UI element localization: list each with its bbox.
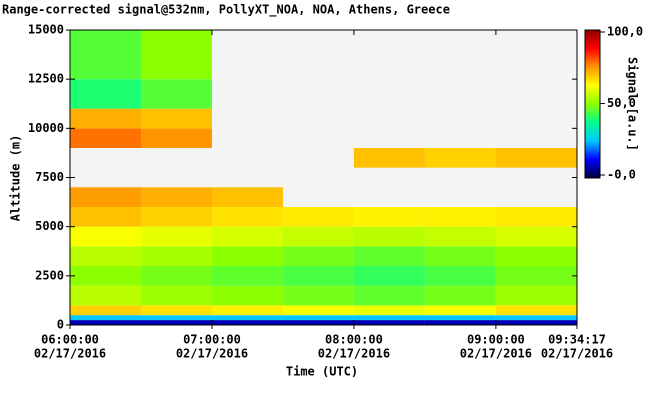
heatmap-cell [424, 315, 496, 321]
colorbar-tick-label: 50,0 [607, 96, 636, 110]
heatmap-cell [353, 320, 425, 325]
heatmap-cell [282, 320, 354, 325]
colorbar-label: Signal [a.u.] [626, 57, 640, 151]
heatmap-cell [140, 305, 212, 316]
heatmap-cell [140, 320, 212, 325]
heatmap-cell [70, 187, 141, 207]
heatmap-cell [70, 79, 141, 109]
heatmap [70, 30, 577, 325]
heatmap-cell [70, 108, 141, 129]
heatmap-cell [70, 266, 141, 286]
heatmap-cell [424, 226, 496, 247]
heatmap-cell [495, 246, 577, 266]
y-tick-label: 5000 [35, 219, 64, 233]
heatmap-cell [353, 285, 425, 306]
colorbar-tick-label: -0,0 [607, 168, 636, 182]
heatmap-cell [424, 320, 496, 325]
x-tick-label: 09:00:00 [467, 333, 525, 347]
x-tick-label: 06:00:00 [41, 333, 99, 347]
heatmap-cell [211, 285, 283, 306]
y-tick-label: 0 [57, 318, 64, 332]
heatmap-cell [495, 315, 577, 321]
chart-title: Range-corrected signal@532nm, PollyXT_NO… [2, 3, 450, 18]
heatmap-cell [211, 266, 283, 286]
heatmap-cell [353, 305, 425, 316]
heatmap-cell [282, 226, 354, 247]
heatmap-cell [495, 207, 577, 227]
heatmap-cell [211, 246, 283, 266]
heatmap-cell [70, 128, 141, 148]
heatmap-cell [70, 226, 141, 247]
x-tick-label: 07:00:00 [183, 333, 241, 347]
heatmap-cell [353, 207, 425, 227]
heatmap-cell [495, 266, 577, 286]
heatmap-cell [282, 305, 354, 316]
y-axis-label: Altitude (m) [9, 135, 23, 222]
heatmap-cell [140, 187, 212, 207]
x-tick-date: 02/17/2016 [176, 347, 248, 361]
heatmap-cell [70, 207, 141, 227]
heatmap-cell [424, 285, 496, 306]
heatmap-cell [140, 30, 212, 80]
heatmap-cell [140, 79, 212, 109]
x-axis-label: Time (UTC) [286, 365, 358, 379]
heatmap-cell [424, 207, 496, 227]
heatmap-cell [353, 266, 425, 286]
heatmap-cell [70, 285, 141, 306]
y-tick-label: 10000 [28, 121, 64, 135]
x-tick-date: 02/17/2016 [541, 347, 613, 361]
heatmap-cell [282, 285, 354, 306]
heatmap-cell [70, 246, 141, 266]
heatmap-cell [70, 30, 141, 80]
y-tick-label: 12500 [28, 72, 64, 86]
x-tick-date: 02/17/2016 [318, 347, 390, 361]
heatmap-cell [495, 305, 577, 316]
y-tick-label: 2500 [35, 268, 64, 282]
heatmap-cell [495, 148, 577, 168]
heatmap-cell [140, 266, 212, 286]
heatmap-cell [211, 315, 283, 321]
x-tick-label: 08:00:00 [325, 333, 383, 347]
heatmap-cell [424, 246, 496, 266]
heatmap-cell [495, 285, 577, 306]
heatmap-cell [211, 226, 283, 247]
heatmap-cell [495, 226, 577, 247]
heatmap-cell [282, 207, 354, 227]
x-tick-date: 02/17/2016 [34, 347, 106, 361]
heatmap-cell [495, 320, 577, 325]
heatmap-cell [353, 246, 425, 266]
heatmap-cell [424, 266, 496, 286]
heatmap-cell [140, 108, 212, 129]
x-tick-date: 02/17/2016 [460, 347, 532, 361]
heatmap-cell [211, 187, 283, 207]
y-tick-label: 15000 [28, 23, 64, 37]
heatmap-cell [140, 207, 212, 227]
heatmap-cell [424, 305, 496, 316]
heatmap-cell [211, 207, 283, 227]
heatmap-cell [353, 315, 425, 321]
heatmap-cell [140, 128, 212, 148]
heatmap-cell [140, 226, 212, 247]
heatmap-cell [424, 148, 496, 168]
heatmap-cell [211, 320, 283, 325]
heatmap-cell [282, 266, 354, 286]
heatmap-cell [353, 226, 425, 247]
colorbar [584, 29, 601, 179]
x-tick-label: 09:34:17 [548, 333, 606, 347]
heatmap-cell [282, 315, 354, 321]
heatmap-cell [140, 246, 212, 266]
heatmap-cell [70, 320, 141, 325]
heatmap-cell [140, 315, 212, 321]
heatmap-cell [70, 305, 141, 316]
heatmap-cell [282, 246, 354, 266]
heatmap-cell [70, 315, 141, 321]
colorbar-tick-label: 100,0 [607, 25, 643, 39]
y-tick-label: 7500 [35, 170, 64, 184]
heatmap-cell [140, 285, 212, 306]
heatmap-cell [211, 305, 283, 316]
heatmap-cell [353, 148, 425, 168]
